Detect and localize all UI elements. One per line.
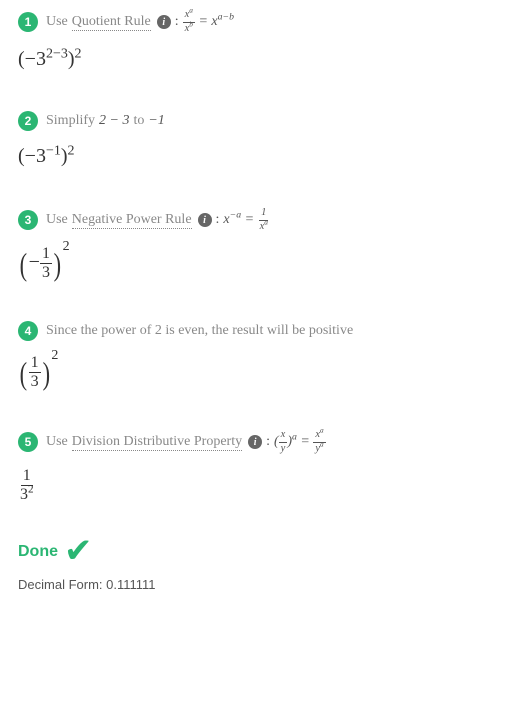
step-result: (13)2 bbox=[18, 355, 487, 390]
colon: : bbox=[266, 434, 270, 450]
info-icon[interactable]: i bbox=[157, 15, 171, 29]
step-result: 132 bbox=[18, 468, 487, 503]
decimal-form: Decimal Form: 0.111111 bbox=[18, 577, 487, 592]
step-text: Simplify bbox=[46, 113, 95, 129]
info-icon[interactable]: i bbox=[248, 435, 262, 449]
decimal-value: 0.111111 bbox=[106, 577, 155, 592]
step-text: Use bbox=[46, 212, 68, 228]
rule-formula: x−a = 1xa bbox=[223, 208, 270, 232]
step-badge: 4 bbox=[18, 321, 38, 341]
step-header: 3 Use Negative Power Rule i: x−a = 1xa bbox=[18, 208, 487, 232]
step-badge: 3 bbox=[18, 210, 38, 230]
step-text-mid: to bbox=[133, 113, 144, 129]
rule-formula: (xy)a = xaya bbox=[274, 430, 326, 454]
step-result: (−3−1)2 bbox=[18, 145, 487, 168]
colon: : bbox=[175, 14, 179, 30]
info-icon[interactable]: i bbox=[198, 213, 212, 227]
done-label: Done bbox=[18, 543, 58, 561]
step-text: Since the power of 2 is even, the result… bbox=[46, 323, 353, 339]
inline-math: −1 bbox=[148, 113, 164, 129]
step-result: (−32−3)2 bbox=[18, 48, 487, 71]
step-header: 5 Use Division Distributive Property i: (x… bbox=[18, 430, 487, 454]
inline-math: 2 − 3 bbox=[99, 113, 129, 129]
rule-link[interactable]: Quotient Rule bbox=[72, 14, 151, 31]
step-5: 5 Use Division Distributive Property i: (x… bbox=[18, 430, 487, 503]
rule-formula: xaxb = xa−b bbox=[183, 10, 234, 34]
step-text: Use bbox=[46, 434, 68, 450]
step-header: 1 Use Quotient Rule i: xaxb = xa−b bbox=[18, 10, 487, 34]
step-4: 4 Since the power of 2 is even, the resul… bbox=[18, 321, 487, 390]
step-2: 2 Simplify 2 − 3 to −1 (−3−1)2 bbox=[18, 111, 487, 168]
step-badge: 5 bbox=[18, 432, 38, 452]
rule-link[interactable]: Negative Power Rule bbox=[72, 212, 192, 229]
done-row: Done ✔ bbox=[18, 543, 487, 561]
decimal-label: Decimal Form: bbox=[18, 577, 106, 592]
step-result: (−13)2 bbox=[18, 246, 487, 281]
step-header: 2 Simplify 2 − 3 to −1 bbox=[18, 111, 487, 131]
step-badge: 2 bbox=[18, 111, 38, 131]
rule-link[interactable]: Division Distributive Property bbox=[72, 434, 242, 451]
step-text: Use bbox=[46, 14, 68, 30]
step-header: 4 Since the power of 2 is even, the resul… bbox=[18, 321, 487, 341]
step-badge: 1 bbox=[18, 12, 38, 32]
step-3: 3 Use Negative Power Rule i: x−a = 1xa (−13… bbox=[18, 208, 487, 281]
step-1: 1 Use Quotient Rule i: xaxb = xa−b (−32−3)2 bbox=[18, 10, 487, 71]
colon: : bbox=[216, 212, 220, 228]
